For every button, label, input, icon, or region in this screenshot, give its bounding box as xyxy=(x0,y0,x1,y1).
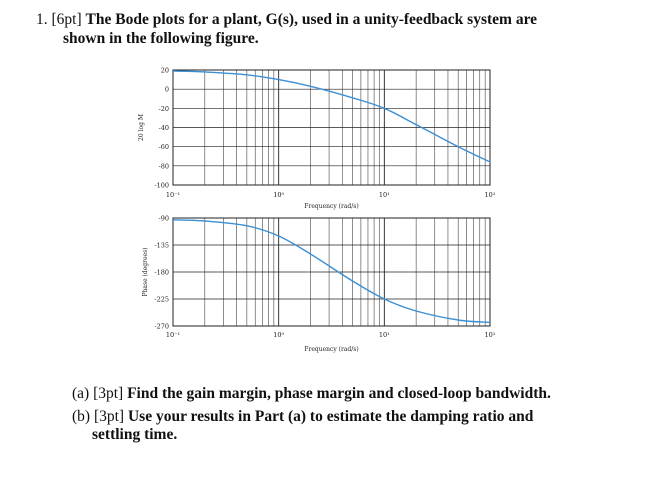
problem-number: 1. xyxy=(36,11,48,28)
x-tick-label: 10⁻¹ xyxy=(166,331,181,339)
part-a-label: (a) xyxy=(72,385,90,402)
x-tick-label: 10⁰ xyxy=(273,191,284,199)
problem-header-line: 1. [6pt] The Bode plots for a plant, G(s… xyxy=(36,11,537,29)
y-tick-label: 0 xyxy=(165,86,169,94)
x-axis-label: Frequency (rad/s) xyxy=(304,203,358,210)
part-b-text-line2: settling time. xyxy=(92,426,178,443)
y-tick-label: -270 xyxy=(154,323,169,331)
y-tick-label: -40 xyxy=(159,124,169,132)
x-tick-label: 10¹ xyxy=(379,331,390,339)
y-tick-label: -90 xyxy=(159,215,169,223)
y-tick-label: -80 xyxy=(159,162,169,170)
part-b-text-line1: Use your results in Part (a) to estimate… xyxy=(127,408,534,425)
y-axis-label: 20 log M xyxy=(138,114,145,141)
y-axis-label: Phase (degrees) xyxy=(142,248,149,297)
problem-text-line2-row: shown in the following figure. xyxy=(63,30,259,48)
part-a-text: Find the gain margin, phase margin and c… xyxy=(127,385,551,402)
part-b-label: (b) xyxy=(72,408,91,425)
problem-text-line1: The Bode plots for a plant, G(s), used i… xyxy=(85,11,538,28)
plot-frame xyxy=(172,69,491,186)
problem-text-line2: shown in the following figure. xyxy=(63,30,259,47)
y-tick-label: -180 xyxy=(154,269,169,277)
x-tick-label: 10¹ xyxy=(379,191,390,199)
part-b: (b) [3pt] Use your results in Part (a) t… xyxy=(72,408,533,426)
part-b-line2-row: settling time. xyxy=(92,426,177,444)
x-tick-label: 10⁻¹ xyxy=(166,191,181,199)
x-tick-label: 10⁰ xyxy=(273,331,284,339)
y-tick-label: -100 xyxy=(154,182,169,190)
x-tick-label: 10² xyxy=(485,331,496,339)
y-tick-label: 20 xyxy=(161,67,169,75)
x-axis-label: Frequency (rad/s) xyxy=(304,346,358,353)
y-tick-label: -225 xyxy=(154,296,169,304)
y-tick-label: -135 xyxy=(154,242,169,250)
plot-frame xyxy=(172,217,491,327)
x-tick-label: 10² xyxy=(485,191,496,199)
series-line xyxy=(172,70,491,163)
y-tick-label: -60 xyxy=(159,143,169,151)
part-a-points: [3pt] xyxy=(93,385,124,402)
part-b-points: [3pt] xyxy=(93,408,125,425)
part-a: (a) [3pt] Find the gain margin, phase ma… xyxy=(72,385,551,403)
y-tick-label: -20 xyxy=(159,105,169,113)
problem-points: [6pt] xyxy=(51,11,82,28)
series-line xyxy=(172,219,491,324)
